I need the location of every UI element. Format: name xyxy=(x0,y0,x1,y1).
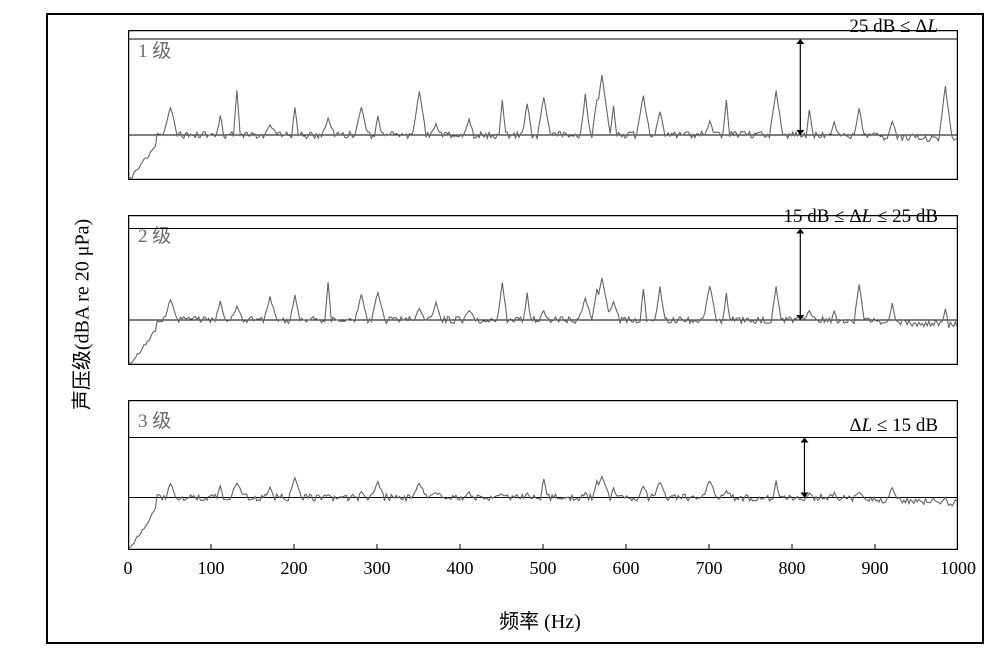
x-tick-label: 400 xyxy=(440,558,480,579)
x-tick-label: 700 xyxy=(689,558,729,579)
x-tick-label: 1000 xyxy=(938,558,978,579)
delta-arrow xyxy=(796,229,804,321)
x-tick-label: 500 xyxy=(523,558,563,579)
x-tick-label: 900 xyxy=(855,558,895,579)
subplot-level-2 xyxy=(128,215,958,365)
subplot-frame xyxy=(129,401,958,550)
delta-arrow xyxy=(796,39,804,135)
subplot-level-3 xyxy=(128,400,958,550)
x-tick-label: 0 xyxy=(108,558,148,579)
spectrum-line xyxy=(129,75,957,178)
delta-arrow xyxy=(800,438,808,498)
spectrum-line xyxy=(129,477,957,549)
figure-canvas: 声压级(dBA re 20 μPa) 1 级25 dB ≤ ΔL2 级15 dB… xyxy=(0,0,1000,666)
x-tick-label: 800 xyxy=(772,558,812,579)
subplot-level-1 xyxy=(128,30,958,180)
y-axis-label: 声压级(dBA re 20 μPa) xyxy=(66,185,95,445)
x-tick-label: 200 xyxy=(274,558,314,579)
x-tick-label: 100 xyxy=(191,558,231,579)
subplot-frame xyxy=(129,216,958,365)
x-tick-label: 600 xyxy=(606,558,646,579)
subplot-frame xyxy=(129,31,958,180)
x-tick-label: 300 xyxy=(357,558,397,579)
x-axis-label: 频率 (Hz) xyxy=(480,605,600,634)
